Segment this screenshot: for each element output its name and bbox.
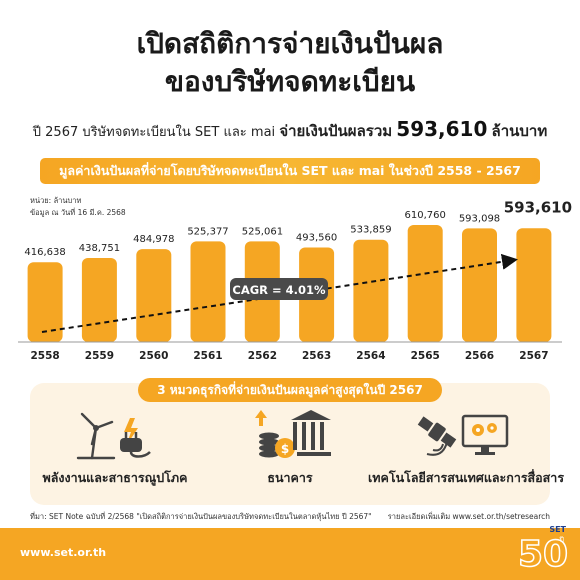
value-label-2563: 493,560 (296, 233, 337, 244)
title-line-2: ของบริษัทจดทะเบียน (164, 65, 416, 98)
x-tick-2558: 2558 (30, 350, 59, 362)
top3-heading: 3 หมวดธุรกิจที่จ่ายเงินปันผลมูลค่าสูงสุด… (138, 378, 442, 402)
x-tick-2567: 2567 (519, 350, 548, 362)
headline-amount: 593,610 (396, 117, 488, 141)
top3-item-ict: เทคโนโลยีสารสนเทศและการสื่อสาร (368, 408, 565, 488)
value-label-2558: 416,638 (24, 247, 65, 258)
value-label-2566: 593,098 (459, 213, 500, 224)
x-tick-2559: 2559 (85, 350, 114, 362)
svg-text:SET: SET (549, 525, 566, 534)
bank-icon: $ (255, 410, 331, 458)
top3-label-ict: เทคโนโลยีสารสนเทศและการสื่อสาร (368, 470, 565, 485)
headline-prefix: ปี 2567 บริษัทจดทะเบียนใน SET และ mai (32, 125, 276, 140)
footer-bar: www.set.or.th (0, 528, 580, 580)
bar-2561 (190, 241, 226, 342)
source-note: ที่มา: SET Note ฉบับที่ 2/2568 "เปิดสถิต… (30, 512, 372, 521)
cagr-label: CAGR = 4.01% (232, 283, 326, 297)
svg-text:ปี: ปี (559, 536, 564, 544)
headline-mid: จ่ายเงินปันผลรวม (279, 122, 393, 140)
energy-icon (76, 412, 151, 460)
top3-item-energy: พลังงานและสาธารณูปโภค (30, 408, 200, 488)
set-50-logo: SET 50 ปี (517, 525, 569, 576)
svg-text:50: 50 (518, 534, 568, 575)
top3-label-bank: ธนาคาร (267, 470, 313, 485)
unit-note: หน่วย: ล้านบาท (30, 196, 82, 205)
chart-banner: มูลค่าเงินปันผลที่จ่ายโดยบริษัทจดทะเบียน… (40, 158, 540, 184)
x-tick-2566: 2566 (465, 350, 494, 362)
value-label-2561: 525,377 (187, 226, 228, 237)
x-tick-2564: 2564 (356, 350, 385, 362)
date-note: ข้อมูล ณ วันที่ 16 มี.ค. 2568 (30, 208, 126, 217)
value-label-2562: 525,061 (242, 226, 283, 237)
bar-2566 (462, 228, 497, 342)
x-tick-2561: 2561 (193, 350, 222, 362)
bar-2559 (81, 258, 117, 342)
headline-suffix: ล้านบาท (491, 122, 548, 140)
value-label-2567: 593,610 (504, 198, 572, 216)
x-tick-2562: 2562 (248, 350, 277, 362)
ict-icon (417, 414, 509, 456)
bar-2567 (516, 228, 552, 342)
value-label-2560: 484,978 (133, 234, 174, 245)
more-info-link[interactable]: รายละเอียดเพิ่มเติม www.set.or.th/setres… (387, 512, 550, 521)
headline: ปี 2567 บริษัทจดทะเบียนใน SET และ mai จ่… (0, 117, 580, 143)
title-line-1: เปิดสถิติการจ่ายเงินปันผล (136, 27, 444, 60)
bar-2565 (407, 225, 443, 342)
value-label-2559: 438,751 (79, 243, 120, 254)
x-tick-2560: 2560 (139, 350, 168, 362)
x-tick-2563: 2563 (302, 350, 331, 362)
dividend-bar-chart: 416,638 438,751 484,978 525,377 525,061 493,5… (18, 198, 572, 362)
top3-item-bank: $ ธนาคาร (205, 408, 375, 488)
top3-label-energy: พลังงานและสาธารณูปโภค (42, 470, 188, 485)
x-tick-2565: 2565 (411, 350, 440, 362)
website-link[interactable]: www.set.or.th (20, 546, 107, 559)
bar-2560 (136, 249, 172, 342)
bar-2558 (27, 262, 63, 342)
value-label-2564: 533,859 (350, 225, 391, 236)
cagr-badge (230, 278, 328, 300)
value-label-2565: 610,760 (405, 210, 446, 221)
bar-2564 (353, 239, 389, 342)
svg-text:$: $ (281, 442, 289, 456)
